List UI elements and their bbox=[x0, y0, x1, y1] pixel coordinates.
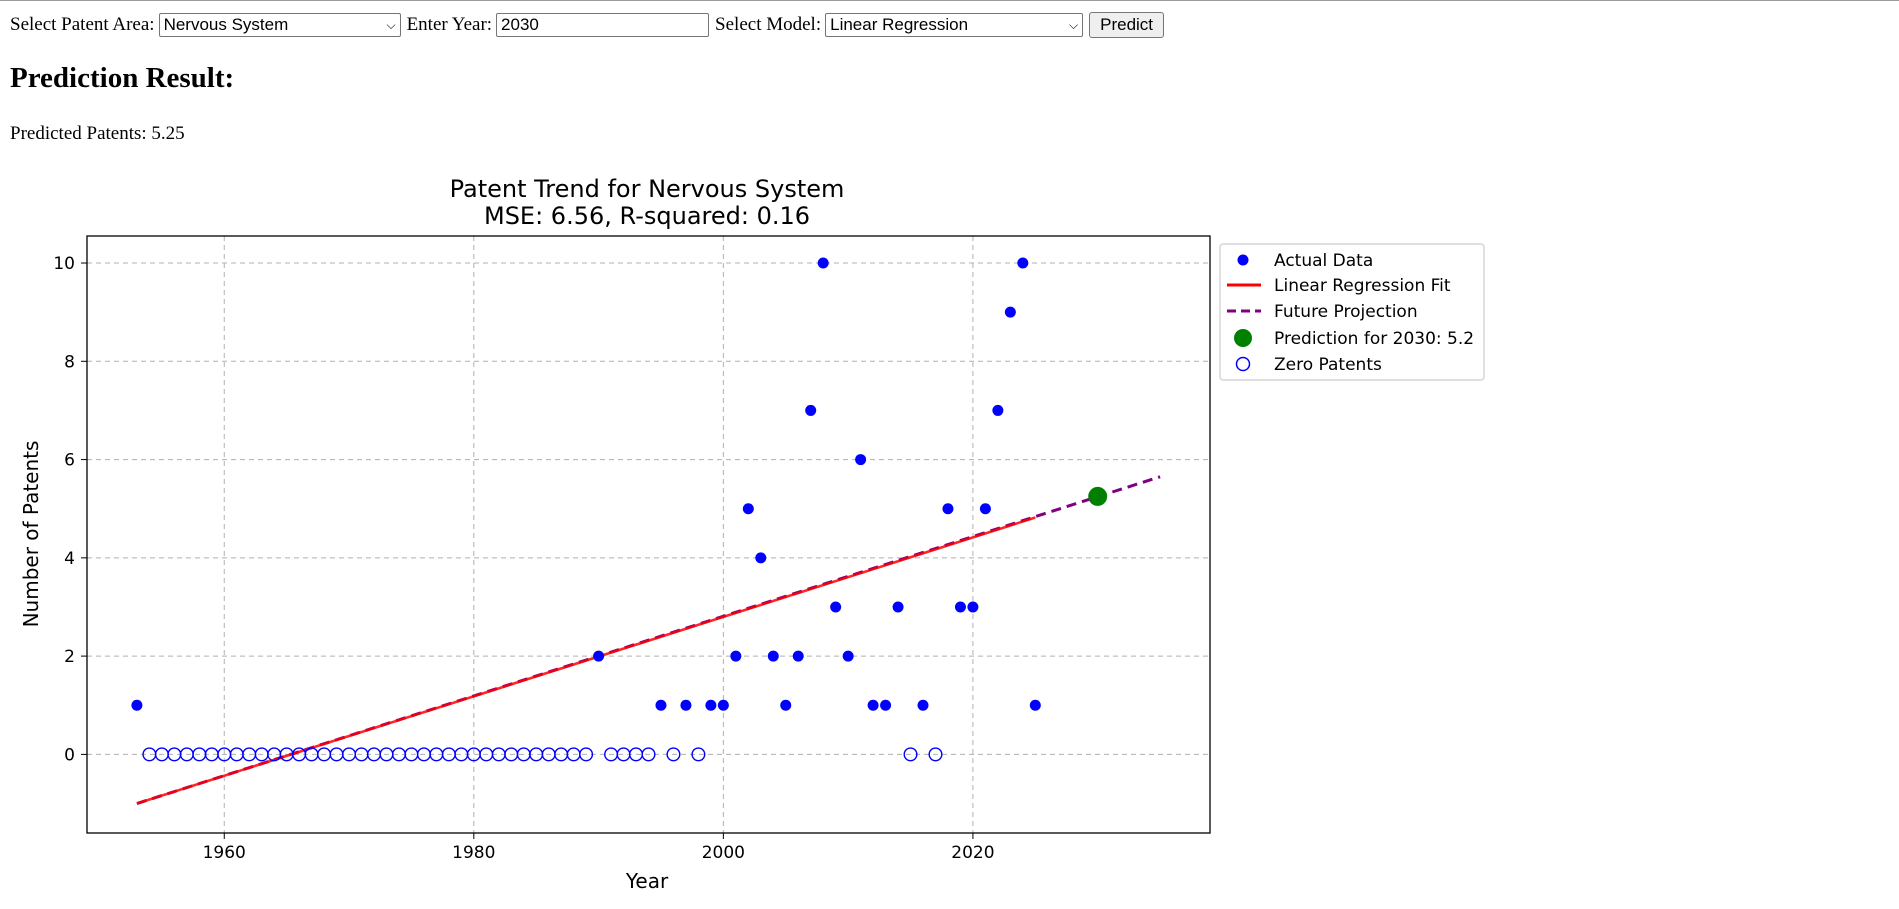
actual-data-point bbox=[131, 700, 142, 711]
prediction-value: 5.25 bbox=[151, 123, 184, 144]
actual-data-point bbox=[780, 700, 791, 711]
grid-lines bbox=[87, 236, 1210, 833]
x-tick-label: 2000 bbox=[702, 843, 745, 863]
prediction-point bbox=[1088, 487, 1107, 506]
y-tick-label: 2 bbox=[64, 647, 75, 667]
patent-area-select[interactable]: Nervous System ⌵ bbox=[159, 13, 401, 37]
legend-projection-label: Future Projection bbox=[1274, 302, 1418, 322]
actual-data-point bbox=[992, 405, 1003, 416]
actual-data-point bbox=[942, 503, 953, 514]
actual-data-point bbox=[955, 601, 966, 612]
y-tick-label: 8 bbox=[64, 352, 75, 372]
actual-data-point bbox=[705, 700, 716, 711]
actual-data-point bbox=[818, 258, 829, 269]
actual-data-point bbox=[1005, 307, 1016, 318]
top-border bbox=[0, 0, 1899, 1]
actual-data-point bbox=[893, 601, 904, 612]
actual-data-point bbox=[755, 552, 766, 563]
actual-data-point bbox=[868, 700, 879, 711]
actual-data-point bbox=[1030, 700, 1041, 711]
y-tick-label: 0 bbox=[64, 745, 75, 765]
chevron-down-icon: ⌵ bbox=[386, 18, 395, 33]
area-label: Select Patent Area: bbox=[10, 14, 155, 36]
legend-prediction-marker bbox=[1234, 329, 1252, 347]
legend-fit-label: Linear Regression Fit bbox=[1274, 276, 1451, 296]
prediction-text: Predicted Patents: 5.25 bbox=[10, 123, 185, 145]
chart-title: Patent Trend for Nervous System bbox=[450, 175, 845, 203]
actual-data-point bbox=[880, 700, 891, 711]
y-tick-label: 4 bbox=[64, 549, 75, 569]
actual-data-point bbox=[768, 651, 779, 662]
actual-data-point bbox=[655, 700, 666, 711]
actual-data-point bbox=[855, 454, 866, 465]
legend-actual-label: Actual Data bbox=[1274, 251, 1373, 271]
year-input[interactable] bbox=[496, 13, 709, 37]
patent-trend-chart: Patent Trend for Nervous System MSE: 6.5… bbox=[0, 160, 1500, 905]
actual-data-point bbox=[743, 503, 754, 514]
legend-prediction-label: Prediction for 2030: 5.2 bbox=[1274, 329, 1474, 349]
actual-data-point bbox=[793, 651, 804, 662]
actual-data-point bbox=[730, 651, 741, 662]
x-axis-label: Year bbox=[625, 869, 669, 893]
prediction-form: Select Patent Area: Nervous System ⌵ Ent… bbox=[10, 12, 1164, 38]
actual-data-point bbox=[805, 405, 816, 416]
model-select[interactable]: Linear Regression ⌵ bbox=[825, 13, 1083, 37]
patent-area-value: Nervous System bbox=[164, 15, 289, 35]
chevron-down-icon: ⌵ bbox=[1069, 18, 1078, 33]
model-label: Select Model: bbox=[715, 14, 821, 36]
predict-button[interactable]: Predict bbox=[1089, 12, 1164, 38]
actual-data-point bbox=[830, 601, 841, 612]
actual-data-point bbox=[593, 651, 604, 662]
y-axis-label: Number of Patents bbox=[19, 441, 43, 628]
actual-data-point bbox=[967, 601, 978, 612]
year-label: Enter Year: bbox=[407, 14, 492, 36]
chart-subtitle: MSE: 6.56, R-squared: 0.16 bbox=[484, 202, 810, 230]
x-tick-label: 1980 bbox=[452, 843, 495, 863]
legend-zero-label: Zero Patents bbox=[1274, 355, 1382, 375]
plot-area bbox=[87, 236, 1210, 833]
y-tick-label: 6 bbox=[64, 451, 75, 471]
prediction-label: Predicted Patents: bbox=[10, 123, 147, 144]
x-tick-label: 1960 bbox=[203, 843, 246, 863]
result-heading: Prediction Result: bbox=[10, 62, 234, 95]
actual-data-point bbox=[918, 700, 929, 711]
legend-actual-marker bbox=[1238, 255, 1249, 266]
actual-data-point bbox=[980, 503, 991, 514]
axis-ticks: 1960 1980 2000 2020 0 2 4 6 8 10 bbox=[53, 254, 994, 863]
chart-legend: Actual Data Linear Regression Fit Future… bbox=[1220, 244, 1484, 380]
x-tick-label: 2020 bbox=[951, 843, 994, 863]
actual-data-point bbox=[1017, 258, 1028, 269]
plot-series bbox=[131, 258, 1160, 804]
y-tick-label: 10 bbox=[53, 254, 75, 274]
model-value: Linear Regression bbox=[830, 15, 968, 35]
actual-data-point bbox=[843, 651, 854, 662]
actual-data-point bbox=[718, 700, 729, 711]
actual-data-point bbox=[680, 700, 691, 711]
